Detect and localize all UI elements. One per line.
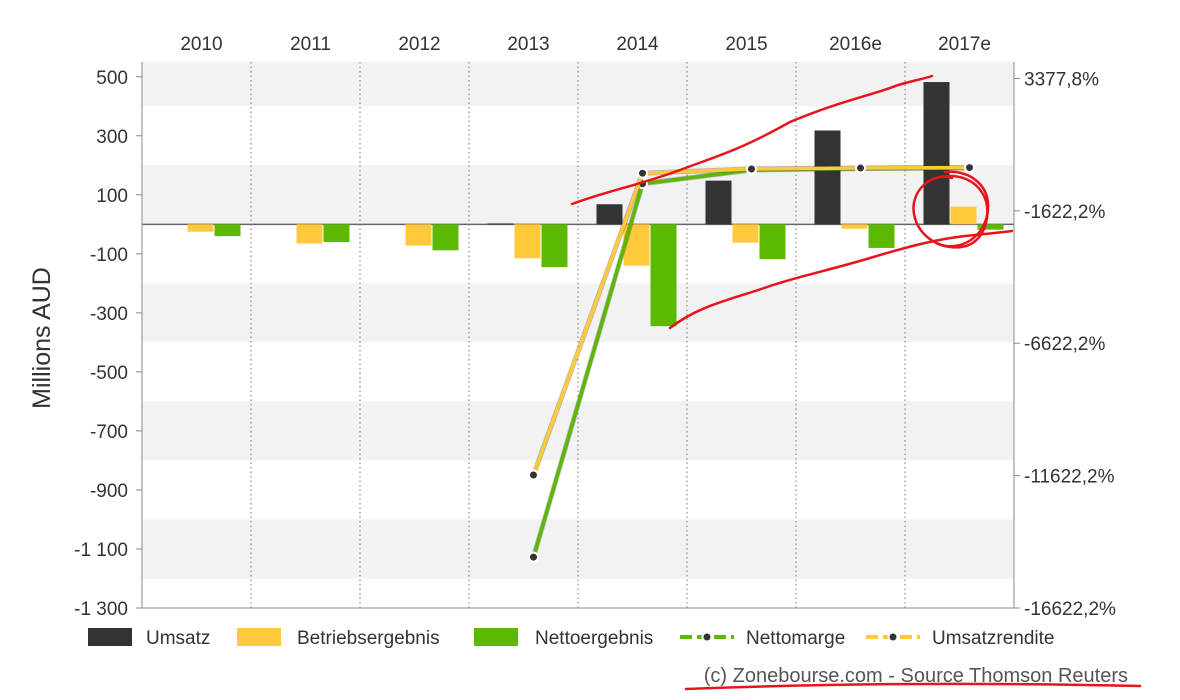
x-axis-ticks: 2010 2011 2012 2013 2014 2015 2016e 2017e [180,34,991,55]
annotation-circle-stroke [936,170,990,248]
y2-tick-label: -16622,2% [1024,599,1116,620]
point-umsatzrendite [746,163,757,175]
legend-marker-umsatzrendite [887,631,899,643]
bar-umsatz-2013 [487,223,514,225]
y-tick-label: 300 [96,127,128,148]
bar-nettoergebnis-2011 [323,224,350,243]
annotation-circle [912,174,989,249]
y2-axis-ticks: 3377,8% -1622,2% -6622,2% -11622,2% -16622,2… [1014,69,1116,620]
bar-umsatz-2014 [596,204,623,225]
y-tick-label: -900 [90,481,128,502]
legend-marker-nettomarge [701,631,713,643]
source-credit: (c) Zonebourse.com - Source Thomson Reut… [704,665,1128,687]
y-tick-label: 100 [96,186,128,207]
legend-swatch-umsatz [88,628,132,646]
y2-tick-label: -11622,2% [1024,467,1115,488]
point-umsatzrendite [528,469,539,481]
y-tick-label: -1 300 [74,599,128,620]
x-tick-label: 2011 [290,34,331,55]
y-tick-label: 500 [96,68,128,89]
legend-swatch-betriebsergebnis [237,628,281,646]
legend-label-nettoergebnis: Nettoergebnis [535,628,653,649]
y-tick-label: -1 100 [74,540,128,561]
annotation-underline [684,682,1142,691]
x-tick-label: 2015 [725,34,767,55]
y-tick-label: -300 [90,304,128,325]
x-tick-label: 2012 [398,34,440,55]
bar-nettoergebnis-2014 [650,224,677,327]
bar-betriebsergebnis-2015 [732,224,759,243]
x-tick-label: 2016e [829,34,882,55]
x-tick-label: 2010 [180,34,222,55]
y-tick-label: -700 [90,422,128,443]
bar-betriebsergebnis-2017e [950,206,977,225]
hand-drawn-annotations [570,74,1142,691]
y-axis-label: Millions AUD [28,267,56,409]
y2-tick-label: 3377,8% [1024,69,1099,90]
bar-umsatz-2015 [705,180,732,225]
y-axis-ticks: 500 300 100 -100 -300 -500 -700 -900 -1 100 -1 30… [74,68,142,620]
x-tick-label: 2017e [938,34,991,55]
bar-betriebsergebnis-2016e [841,224,868,229]
point-nettomarge [528,551,539,563]
bar-umsatz-2016e [814,130,841,225]
bar-betriebsergebnis-2011 [296,224,323,244]
legend-label-umsatzrendite: Umsatzrendite [932,628,1055,649]
x-tick-label: 2013 [507,34,549,55]
point-umsatzrendite [964,162,975,174]
plot-band [142,401,1014,461]
bar-nettoergebnis-2012 [432,224,459,251]
y2-tick-label: -1622,2% [1024,202,1105,223]
annotation-upper-trend [570,74,934,206]
bar-betriebsergebnis-2010 [187,224,214,232]
bar-nettoergebnis-2010 [214,224,241,237]
vertical-gridlines [250,62,906,608]
line-series [528,162,975,563]
point-umsatzrendite [855,162,866,174]
legend: Umsatz Betriebsergebnis Nettoergebnis Netto… [88,628,1055,649]
y-tick-label: -500 [90,363,128,384]
legend-label-umsatz: Umsatz [146,628,210,649]
bar-nettoergebnis-2016e [868,224,895,248]
legend-swatch-nettoergebnis [474,628,518,646]
bar-betriebsergebnis-2013 [514,224,541,259]
y-tick-label: -100 [90,245,128,266]
axes [141,62,1015,609]
bar-series [187,82,1004,327]
bar-nettoergebnis-2017e [977,224,1004,230]
x-tick-label: 2014 [616,34,659,55]
bar-nettoergebnis-2013 [541,224,568,268]
point-umsatzrendite [637,167,648,179]
y2-tick-label: -6622,2% [1024,334,1105,355]
legend-label-nettomarge: Nettomarge [746,628,845,649]
legend-label-betriebsergebnis: Betriebsergebnis [297,628,440,649]
bar-nettoergebnis-2015 [759,224,786,260]
plot-band [142,62,1014,107]
bar-umsatz-2017e [923,82,950,225]
bar-betriebsergebnis-2012 [405,224,432,246]
plot-band [142,106,1014,166]
